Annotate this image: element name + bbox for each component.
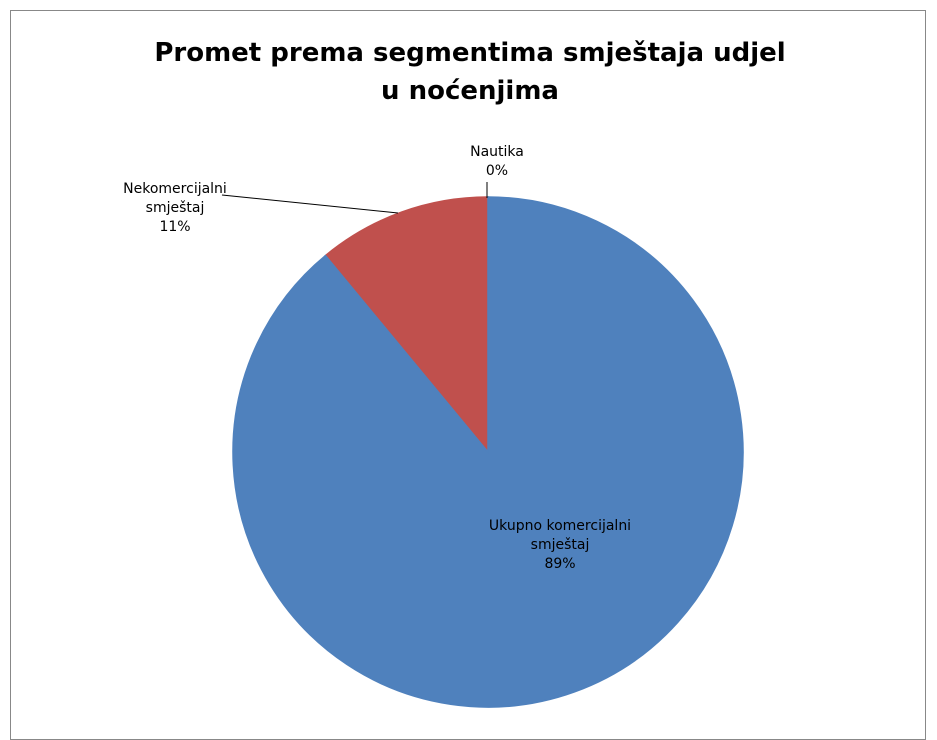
pie-slice bbox=[324, 196, 489, 455]
pie-slice bbox=[232, 196, 744, 708]
value-label: 0% bbox=[485, 163, 509, 179]
value-label: 89% bbox=[544, 556, 576, 572]
chart-title: Promet prema segmentima smještaja udjel … bbox=[154, 38, 786, 106]
category-label: Nekomercijalni smještaj bbox=[123, 181, 227, 216]
value-label: 11% bbox=[159, 219, 191, 235]
slice-label: Ukupno komercijalni smještaj 89% bbox=[470, 517, 650, 574]
slice-label: Nekomercijalni smještaj 11% bbox=[120, 180, 230, 237]
page: Promet prema segmentima smještaja udjel … bbox=[10, 10, 926, 740]
slice-label: Nautika 0% bbox=[447, 143, 547, 181]
category-label: Nautika bbox=[470, 144, 524, 160]
leader-line bbox=[221, 194, 399, 214]
chart bbox=[221, 182, 744, 708]
category-label: Ukupno komercijalni smještaj bbox=[488, 518, 632, 553]
